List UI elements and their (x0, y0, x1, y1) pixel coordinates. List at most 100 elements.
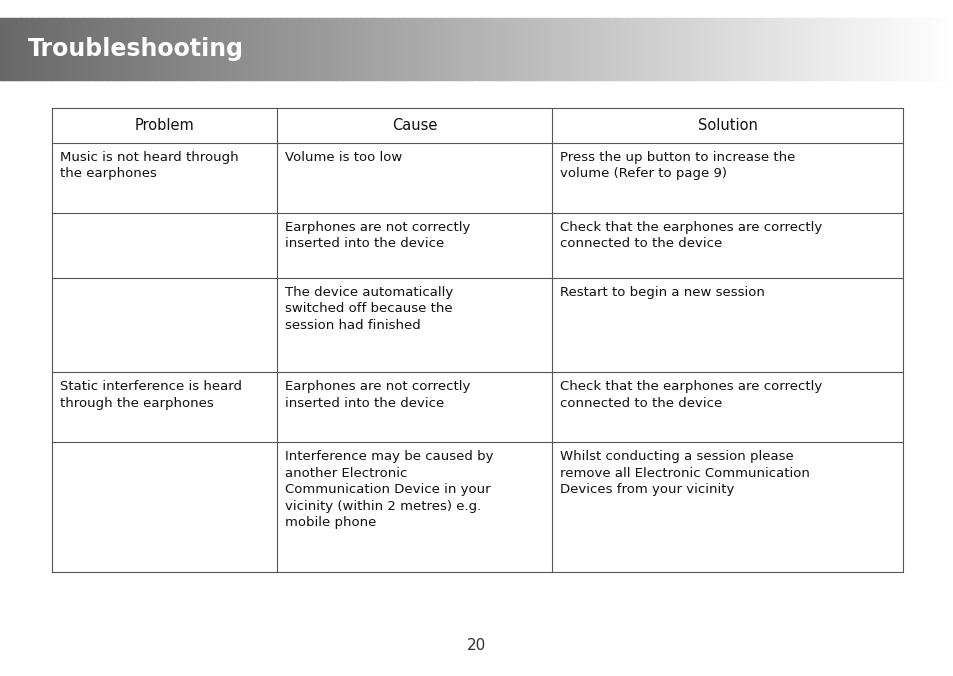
Bar (195, 18, 198, 80)
Bar (710, 18, 713, 80)
Bar (572, 18, 575, 80)
Bar (581, 18, 584, 80)
Text: 20: 20 (467, 637, 486, 652)
Bar (950, 18, 953, 80)
Bar (297, 18, 301, 80)
Text: Troubleshooting: Troubleshooting (28, 37, 244, 61)
Bar (383, 18, 387, 80)
Bar (824, 18, 827, 80)
Bar (294, 18, 296, 80)
Bar (856, 18, 859, 80)
Bar (519, 18, 522, 80)
Bar (67, 18, 70, 80)
Bar (843, 18, 846, 80)
Bar (407, 18, 411, 80)
Bar (50, 18, 53, 80)
Bar (362, 18, 365, 80)
Bar (662, 18, 665, 80)
Bar (653, 18, 656, 80)
Bar (424, 18, 427, 80)
Bar (54, 18, 58, 80)
Bar (288, 18, 292, 80)
Bar (736, 18, 740, 80)
Bar (829, 18, 832, 80)
Bar (416, 18, 420, 80)
Bar (26, 18, 30, 80)
Bar (910, 18, 913, 80)
Bar (574, 18, 578, 80)
Bar (650, 18, 654, 80)
Bar (326, 18, 330, 80)
Bar (119, 18, 122, 80)
Bar (357, 18, 360, 80)
Bar (364, 18, 368, 80)
Bar (126, 18, 130, 80)
Bar (807, 18, 811, 80)
Bar (893, 18, 897, 80)
Bar (148, 18, 151, 80)
Bar (545, 18, 549, 80)
Bar (841, 18, 844, 80)
Bar (619, 18, 622, 80)
Bar (793, 18, 797, 80)
Bar (634, 18, 637, 80)
Bar (226, 18, 230, 80)
Bar (686, 18, 689, 80)
Bar (578, 18, 582, 80)
Bar (721, 18, 725, 80)
Bar (112, 18, 115, 80)
Bar (236, 18, 239, 80)
Bar (901, 18, 903, 80)
Bar (359, 18, 363, 80)
Bar (643, 18, 646, 80)
Bar (278, 18, 282, 80)
Bar (781, 18, 784, 80)
Bar (796, 18, 799, 80)
Bar (700, 18, 703, 80)
Bar (216, 18, 220, 80)
Bar (729, 18, 732, 80)
Bar (457, 18, 460, 80)
Bar (103, 18, 106, 80)
Bar (105, 18, 108, 80)
Bar (786, 18, 789, 80)
Bar (491, 18, 494, 80)
Bar (272, 18, 274, 80)
Bar (817, 18, 821, 80)
Bar (257, 18, 260, 80)
Bar (536, 18, 539, 80)
Bar (726, 18, 730, 80)
Bar (679, 18, 682, 80)
Bar (305, 18, 308, 80)
Bar (83, 18, 87, 80)
Bar (941, 18, 944, 80)
Bar (343, 18, 346, 80)
Bar (681, 18, 684, 80)
Bar (815, 18, 818, 80)
Bar (145, 18, 149, 80)
Bar (607, 18, 611, 80)
Bar (588, 18, 592, 80)
Bar (198, 18, 201, 80)
Bar (698, 18, 701, 80)
Bar (640, 18, 644, 80)
Bar (558, 18, 560, 80)
Bar (917, 18, 921, 80)
Bar (534, 18, 537, 80)
Bar (802, 18, 806, 80)
Bar (440, 18, 444, 80)
Bar (767, 18, 770, 80)
Bar (445, 18, 449, 80)
Bar (891, 18, 894, 80)
Bar (902, 18, 906, 80)
Bar (95, 18, 98, 80)
Bar (943, 18, 946, 80)
Bar (688, 18, 692, 80)
Bar (931, 18, 935, 80)
Bar (88, 18, 91, 80)
Bar (559, 18, 563, 80)
Bar (138, 18, 141, 80)
Bar (62, 18, 65, 80)
Bar (200, 18, 203, 80)
Bar (38, 18, 41, 80)
